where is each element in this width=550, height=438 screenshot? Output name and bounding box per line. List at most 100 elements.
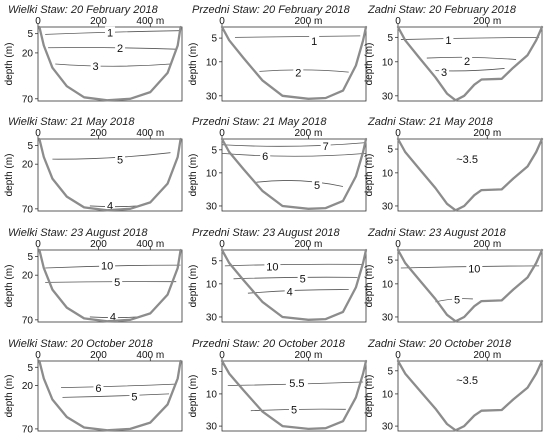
x-tick-label: 200 m	[295, 16, 323, 27]
x-tick-label: 200 m	[473, 239, 501, 250]
y-tick-label: 30	[206, 422, 218, 433]
y-tick-label: 20	[22, 160, 34, 171]
lake-basin-outline	[396, 359, 544, 432]
isoline-label-bg	[297, 272, 308, 284]
y-tick-label: 10	[382, 389, 394, 400]
isoline-label: 5	[300, 274, 306, 286]
isoline-label: 1	[107, 28, 113, 40]
panel-title: Przedni Staw: 23 August 2018	[192, 227, 340, 239]
panel-title: Zadni Staw: 20 February 2018	[367, 4, 517, 16]
isoline-label-bg	[285, 377, 308, 389]
isoline-label: 5	[117, 155, 123, 167]
x-tick-label: 200 m	[473, 128, 501, 139]
panel-frame	[397, 360, 543, 432]
isoline-label-bg	[105, 26, 115, 38]
x-tick-label: 400 m	[136, 350, 164, 361]
x-tick-label: 200 m	[473, 16, 501, 27]
isoline-label: 6	[95, 383, 101, 395]
y-tick-label: 5	[211, 367, 217, 378]
y-axis-label: depth (m)	[4, 375, 15, 418]
y-tick-label: 30	[206, 201, 218, 212]
y-tick-label: 10	[206, 168, 218, 179]
y-axis-label: depth (m)	[188, 43, 199, 86]
uniform-temperature-label: ~3.5	[456, 375, 478, 387]
isoline-label: 5	[131, 391, 137, 403]
y-tick-label: 70	[22, 315, 34, 326]
y-tick-label: 10	[382, 168, 394, 179]
temperature-isoline	[61, 383, 175, 388]
y-tick-label: 10	[206, 57, 218, 68]
temperature-isoline	[259, 69, 349, 73]
y-axis-label: depth (m)	[364, 375, 375, 418]
x-tick-label: 400 m	[136, 239, 164, 250]
isoline-label: 6	[262, 151, 268, 163]
x-tick-label: 0	[35, 16, 41, 27]
lake-basin-outline	[220, 25, 368, 100]
panel-title: Wielki Staw: 23 August 2018	[8, 227, 148, 239]
isoline-label-bg	[105, 199, 115, 211]
x-tick-label: 200	[90, 350, 107, 361]
x-tick-label: 400 m	[136, 16, 164, 27]
isoline-label: 10	[468, 263, 480, 275]
x-tick-label: 0	[219, 350, 225, 361]
x-tick-label: 200	[90, 239, 107, 250]
isoline-label-bg	[99, 259, 116, 271]
uniform-temperature-label: ~3.5	[456, 154, 478, 166]
isoline-label: 5	[114, 277, 120, 289]
lake-basin-outline	[38, 25, 182, 102]
y-tick-label: 10	[206, 389, 218, 400]
temperature-isoline	[400, 36, 540, 40]
isoline-label-bg	[115, 42, 126, 54]
isoline-label: 4	[287, 286, 293, 298]
y-tick-label: 5	[211, 34, 217, 45]
temperature-isoline	[256, 180, 344, 187]
y-axis-label: depth (m)	[4, 154, 15, 197]
y-tick-label: 5	[27, 252, 33, 263]
isoline-label: 3	[441, 67, 447, 79]
y-tick-label: 20	[22, 381, 34, 392]
isoline-label-bg	[115, 153, 126, 165]
y-tick-label: 5	[211, 145, 217, 156]
isoline-label-bg	[320, 139, 331, 151]
y-tick-label: 10	[382, 279, 394, 290]
panel-title: Przedni Staw: 21 May 2018	[192, 116, 327, 128]
panel-title: Wielki Staw: 21 May 2018	[8, 116, 135, 128]
x-tick-label: 0	[219, 128, 225, 139]
isoline-label-bg	[93, 382, 104, 393]
y-tick-label: 5	[27, 141, 33, 152]
y-axis-label: depth (m)	[4, 265, 15, 308]
y-tick-label: 30	[382, 422, 394, 433]
isoline-label: 4	[110, 312, 116, 324]
y-tick-label: 5	[27, 363, 33, 374]
x-tick-label: 200	[90, 128, 107, 139]
panel-title: Zadni Staw: 20 October 2018	[367, 338, 512, 350]
panel-frame	[397, 138, 543, 212]
x-tick-label: 0	[35, 239, 41, 250]
y-axis-label: depth (m)	[364, 154, 375, 197]
y-tick-label: 20	[22, 271, 34, 282]
y-tick-label: 30	[206, 312, 218, 323]
isoline-label: 2	[295, 68, 301, 80]
isoline-label: 5.5	[289, 378, 304, 390]
y-tick-label: 5	[211, 256, 217, 267]
isoline-label-bg	[439, 65, 450, 77]
temperature-isoline	[233, 276, 358, 280]
lake-basin-outline	[396, 137, 544, 212]
isoline-label-bg	[452, 293, 463, 305]
x-tick-label: 200 m	[295, 128, 323, 139]
y-tick-label: 10	[206, 279, 218, 290]
isoline-label: 2	[117, 43, 123, 55]
temperature-isoline	[45, 281, 177, 283]
y-axis-label: depth (m)	[4, 43, 15, 86]
isoline-label-bg	[309, 34, 320, 46]
y-tick-label: 5	[27, 29, 33, 40]
isoline-label-bg	[443, 34, 454, 46]
y-tick-label: 5	[387, 366, 393, 377]
lake-basin-outline	[396, 25, 544, 102]
